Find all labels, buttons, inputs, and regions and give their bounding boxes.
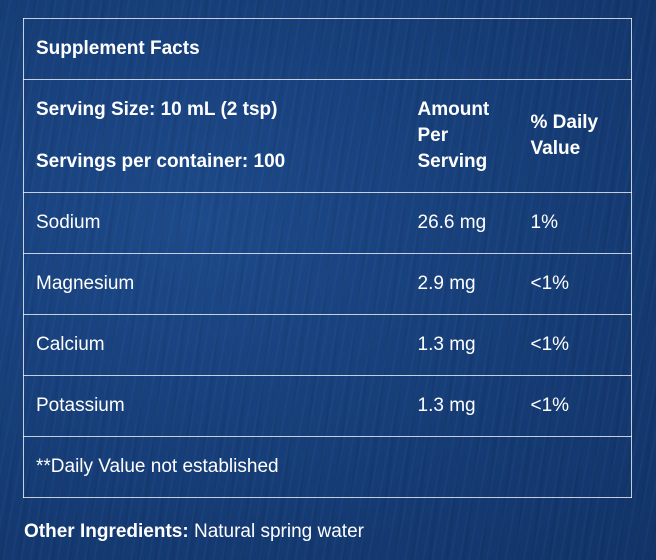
nutrient-daily-value: <1% — [518, 253, 632, 315]
serving-size: Serving Size: 10 mL (2 tsp) — [36, 99, 278, 120]
header-row: Serving Size: 10 mL (2 tsp) Servings per… — [23, 79, 632, 193]
other-ingredients-value: Natural spring water — [188, 521, 364, 542]
nutrient-name: Magnesium — [23, 253, 406, 315]
nutrient-amount: 2.9 mg — [405, 253, 519, 315]
serving-info: Serving Size: 10 mL (2 tsp) Servings per… — [23, 79, 406, 193]
table-row: Sodium 26.6 mg 1% — [23, 192, 632, 254]
other-ingredients-label: Other Ingredients: — [24, 521, 189, 542]
nutrient-name: Calcium — [23, 314, 406, 376]
footnote: **Daily Value not established — [23, 436, 632, 498]
nutrient-amount: 1.3 mg — [405, 375, 519, 437]
nutrient-daily-value: 1% — [518, 192, 632, 254]
panel-title: Supplement Facts — [23, 18, 632, 80]
daily-value-header: % Daily Value — [518, 79, 632, 193]
table-row: Potassium 1.3 mg <1% — [23, 375, 632, 437]
nutrient-amount: 1.3 mg — [405, 314, 519, 376]
nutrient-name: Potassium — [23, 375, 406, 437]
nutrient-name: Sodium — [23, 192, 406, 254]
amount-header: Amount Per Serving — [405, 79, 519, 193]
nutrient-daily-value: <1% — [518, 314, 632, 376]
table-row: Magnesium 2.9 mg <1% — [23, 253, 632, 315]
other-ingredients: Other Ingredients: Natural spring water — [24, 521, 364, 543]
table-row: Calcium 1.3 mg <1% — [23, 314, 632, 376]
footnote-row: **Daily Value not established — [23, 436, 632, 498]
nutrient-amount: 26.6 mg — [405, 192, 519, 254]
nutrient-daily-value: <1% — [518, 375, 632, 437]
supplement-facts-table: Supplement Facts Serving Size: 10 mL (2 … — [23, 18, 632, 498]
servings-per-container: Servings per container: 100 — [36, 151, 286, 172]
title-row: Supplement Facts — [23, 18, 632, 80]
